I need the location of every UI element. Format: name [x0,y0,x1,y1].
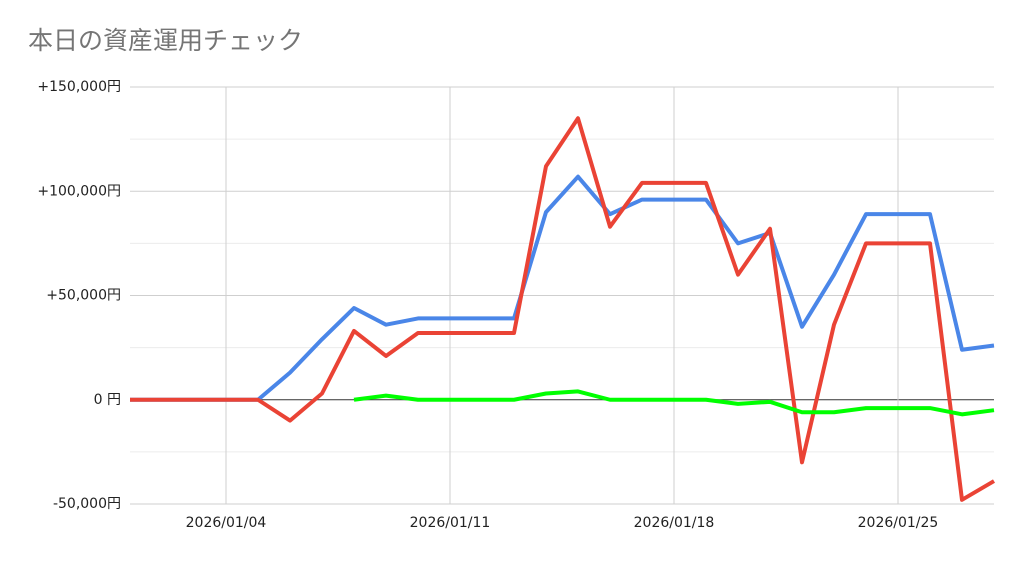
series-line [130,174,995,402]
x-tick-label: 2026/01/18 [634,515,715,531]
y-tick-label: 0 円 [94,392,121,408]
x-tick-label: 2026/01/04 [186,515,267,531]
y-tick-label: -50,000円 [53,496,121,512]
series-line [130,116,996,502]
x-tick-label: 2026/01/11 [410,515,491,531]
x-tick-label: 2026/01/25 [858,515,939,531]
series-line [353,389,995,417]
chart-title: 本日の資産運用チェック [28,26,303,55]
y-tick-label: +50,000円 [46,288,121,304]
y-tick-label: +100,000円 [37,183,121,199]
y-tick-label: +150,000円 [37,79,121,95]
